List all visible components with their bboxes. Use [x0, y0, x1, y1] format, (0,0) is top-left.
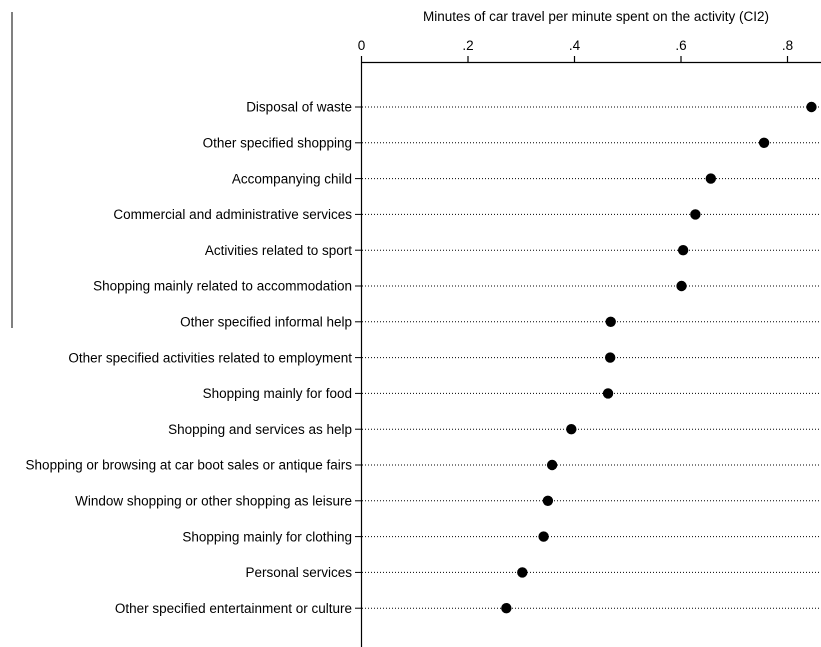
data-point — [604, 352, 616, 363]
category-label: Shopping mainly related to accommodation — [93, 279, 352, 294]
category-label: Personal services — [245, 565, 352, 580]
data-point — [758, 137, 770, 148]
chart-rows: Disposal of waste Other specified shoppin… — [26, 100, 821, 616]
data-point — [690, 209, 701, 220]
x-axis-title: Minutes of car travel per minute spent o… — [423, 9, 769, 24]
category-label: Other specified entertainment or culture — [115, 601, 352, 616]
data-point — [538, 531, 549, 542]
data-point — [517, 567, 528, 578]
x-tick-label: .8 — [782, 38, 793, 53]
x-tick-label: .6 — [675, 38, 686, 53]
data-point — [542, 495, 554, 506]
category-label: Shopping or browsing at car boot sales o… — [26, 458, 353, 473]
category-label: Other specified shopping — [203, 136, 352, 151]
data-point — [501, 603, 512, 614]
data-point — [676, 280, 687, 292]
data-point — [546, 459, 558, 471]
category-label: Window shopping or other shopping as lei… — [75, 494, 352, 509]
category-label: Accompanying child — [232, 171, 352, 186]
x-tick-label: .4 — [569, 38, 581, 53]
x-tick-label: 0 — [358, 38, 366, 53]
category-label: Activities related to sport — [205, 243, 352, 258]
category-label: Disposal of waste — [246, 100, 352, 115]
x-tick-label: .2 — [462, 38, 473, 53]
data-point — [566, 424, 577, 435]
data-point — [806, 101, 817, 113]
category-label: Commercial and administrative services — [113, 207, 352, 222]
x-axis-ticks: 0 .2 .4 .6 .8 — [358, 38, 793, 62]
category-label: Shopping and services as help — [168, 422, 352, 437]
category-label: Shopping mainly for clothing — [182, 529, 352, 544]
data-point — [602, 388, 614, 399]
category-label: Other specified informal help — [180, 315, 352, 330]
data-point — [705, 173, 717, 184]
category-label: Shopping mainly for food — [203, 386, 352, 401]
category-label: Other specified activities related to em… — [68, 350, 352, 365]
data-point — [677, 245, 689, 256]
data-point — [605, 316, 616, 327]
